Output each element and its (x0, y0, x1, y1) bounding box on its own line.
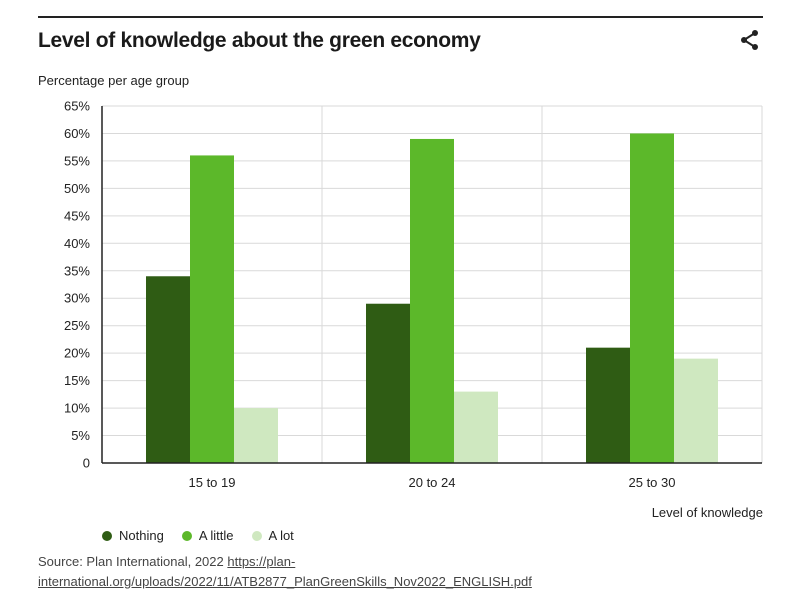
legend-dot-nothing (102, 530, 112, 541)
x-tick-label: 20 to 24 (409, 475, 456, 490)
source-note: Source: Plan International, 2022 https:/… (38, 552, 598, 592)
y-tick-label: 45% (64, 208, 90, 223)
legend: Nothing A little A lot (102, 528, 294, 543)
x-tick-label: 15 to 19 (189, 475, 236, 490)
top-rule (38, 16, 763, 18)
legend-item-nothing[interactable]: Nothing (102, 528, 164, 543)
bar-a-little (410, 138, 454, 463)
bar-a-lot (234, 408, 278, 463)
y-tick-label: 5% (71, 428, 90, 443)
y-tick-label: 40% (64, 236, 90, 251)
y-tick-label: 35% (64, 263, 90, 278)
legend-dot-a-lot (251, 530, 262, 541)
legend-dot-a-little (181, 530, 192, 541)
y-tick-label: 65% (64, 99, 90, 114)
bar-a-lot (454, 391, 498, 463)
y-tick-label: 25% (64, 318, 90, 333)
x-tick-label: 25 to 30 (629, 475, 676, 490)
share-icon[interactable] (739, 29, 761, 51)
y-tick-label: 50% (64, 181, 90, 196)
y-tick-label: 15% (64, 373, 90, 388)
y-axis-label: Percentage per age group (38, 73, 190, 88)
y-tick-label: 10% (64, 401, 90, 416)
legend-label-a-lot: A lot (268, 528, 294, 543)
source-prefix: Source: Plan International, 2022 (38, 554, 228, 569)
legend-item-a-little[interactable]: A little (181, 528, 234, 543)
y-tick-label: 20% (64, 346, 90, 361)
bar-nothing (586, 347, 630, 463)
bar-nothing (366, 303, 410, 463)
y-tick-label: 55% (64, 153, 90, 168)
legend-item-a-lot[interactable]: A lot (251, 528, 294, 543)
bar-a-lot (674, 358, 718, 463)
chart-title: Level of knowledge about the green econo… (38, 29, 481, 52)
y-tick-label: 0 (83, 456, 90, 471)
y-tick-label: 60% (64, 126, 90, 141)
source-link[interactable]: https://plan-international.org/uploads/2… (38, 554, 532, 589)
bar-a-little (630, 133, 674, 463)
y-tick-label: 30% (64, 291, 90, 306)
legend-label-a-little: A little (198, 528, 234, 543)
bar-a-little (190, 155, 234, 463)
x-axis-label: Level of knowledge (651, 505, 763, 520)
bar-nothing (146, 276, 190, 463)
legend-label-nothing: Nothing (119, 528, 164, 543)
